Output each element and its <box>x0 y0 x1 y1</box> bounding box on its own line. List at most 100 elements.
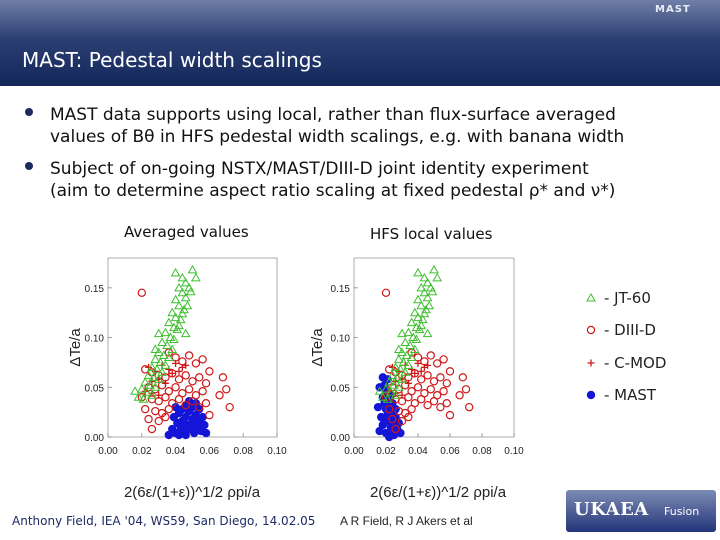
data-point <box>163 317 174 327</box>
data-point <box>161 412 170 422</box>
data-point <box>387 370 398 379</box>
data-point <box>397 328 407 338</box>
data-point <box>395 364 406 373</box>
data-point <box>154 416 163 426</box>
data-point <box>145 380 156 389</box>
data-point <box>170 294 181 304</box>
x-tick-label: 0.02 <box>376 446 396 457</box>
data-point <box>152 364 162 373</box>
data-point <box>381 384 391 393</box>
slide-title: MAST: Pedestal width scalings <box>22 48 322 72</box>
y-axis-label: ΔTe/a <box>309 328 326 367</box>
data-point <box>174 300 184 310</box>
x-tick-label: 0.06 <box>440 446 460 457</box>
ukaea-logo-text: UKAEA <box>574 499 649 520</box>
data-point <box>388 414 397 424</box>
data-point <box>411 369 419 377</box>
data-point <box>140 377 151 386</box>
data-point <box>404 379 412 387</box>
data-point <box>403 360 414 369</box>
data-point <box>422 328 433 338</box>
data-point <box>222 385 231 394</box>
data-point <box>198 387 207 396</box>
data-point <box>391 424 400 434</box>
data-point <box>406 317 417 327</box>
plot-frame <box>353 257 515 438</box>
data-point <box>407 404 416 414</box>
data-point <box>155 357 166 366</box>
data-point <box>198 412 207 422</box>
data-point <box>429 397 439 406</box>
x-tick-label: 0.00 <box>98 446 118 457</box>
footer-authors: A R Field, R J Akers et al <box>340 514 473 528</box>
data-point <box>392 372 403 381</box>
data-point <box>137 393 146 402</box>
data-point <box>427 286 438 296</box>
data-point <box>465 402 474 412</box>
data-point <box>416 300 427 310</box>
data-point <box>413 383 423 392</box>
data-point <box>397 416 407 426</box>
x-tick-label: 0.08 <box>472 446 492 457</box>
x-tick-label: 0.10 <box>267 446 287 457</box>
y-axis-label: ΔTe/a <box>67 328 84 367</box>
data-point <box>177 308 188 318</box>
data-point <box>422 292 433 302</box>
data-point <box>414 359 422 367</box>
data-point <box>375 426 384 436</box>
data-point <box>397 347 407 356</box>
data-point <box>170 267 181 277</box>
data-point <box>390 390 401 399</box>
data-point <box>184 351 194 360</box>
data-point <box>137 288 146 298</box>
data-point <box>133 392 144 401</box>
data-point <box>187 264 198 274</box>
data-point <box>164 430 174 440</box>
x-tick-label: 0.10 <box>504 446 524 457</box>
data-point <box>184 385 194 394</box>
x-tick-label: 0.06 <box>200 446 220 457</box>
x-axis-label: 2(6ε/(1+ε))^1/2 ρpi/a <box>370 484 507 501</box>
data-point <box>157 337 167 347</box>
data-point <box>182 300 193 310</box>
data-point <box>423 371 432 380</box>
data-point <box>188 420 197 430</box>
fusion-logo-text: Fusion <box>664 505 700 518</box>
data-point <box>383 375 392 384</box>
bullet-dot-icon <box>25 162 33 170</box>
legend-marker <box>587 359 595 367</box>
slide-header: MAST: Pedestal width scalings MAST <box>0 0 720 86</box>
data-point <box>182 361 190 369</box>
data-point <box>377 392 388 401</box>
data-point <box>205 410 214 420</box>
data-point <box>174 430 184 440</box>
data-point <box>205 367 214 376</box>
x-tick-label: 0.04 <box>408 446 428 457</box>
data-point <box>416 320 427 330</box>
data-point <box>393 354 404 363</box>
data-point <box>432 272 443 282</box>
legend-label: - C-MOD <box>604 354 666 372</box>
data-point <box>181 430 190 440</box>
data-point <box>382 394 393 403</box>
legend-label: - JT-60 <box>604 289 651 307</box>
data-point <box>419 272 430 282</box>
data-point <box>144 414 153 424</box>
data-point <box>458 373 467 382</box>
data-point <box>385 387 396 396</box>
data-point <box>150 344 161 353</box>
data-point <box>417 395 426 404</box>
x-tick-label: 0.02 <box>132 446 152 457</box>
data-point <box>445 410 455 420</box>
data-point <box>174 375 184 384</box>
x-axis-label: 2(6ε/(1+ε))^1/2 ρpi/a <box>124 484 261 501</box>
data-point <box>162 340 173 350</box>
data-point <box>416 282 427 292</box>
legend-marker <box>586 390 596 400</box>
data-point <box>201 398 211 408</box>
data-point <box>157 367 167 376</box>
data-point <box>138 394 149 403</box>
left-chart-title: Averaged values <box>124 223 249 241</box>
data-point <box>185 286 196 296</box>
